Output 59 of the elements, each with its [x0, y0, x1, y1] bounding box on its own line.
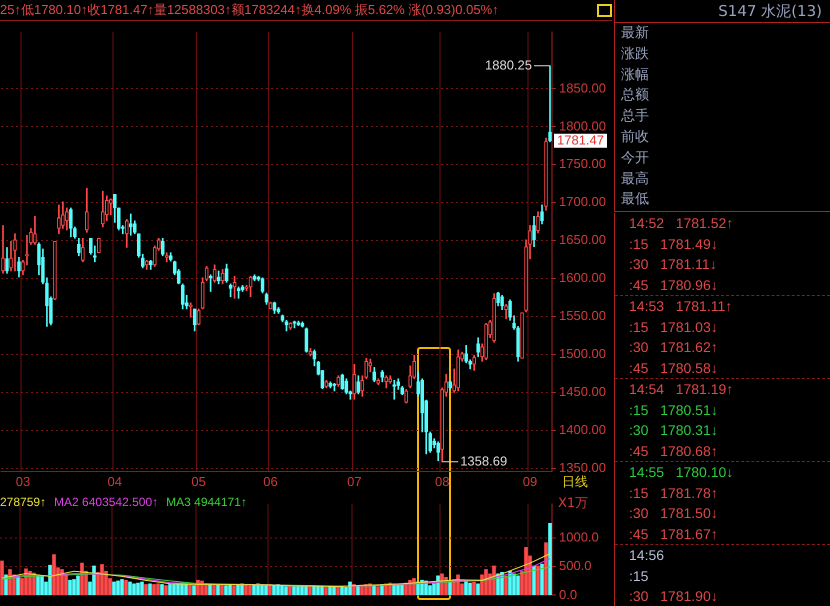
y-tick-label: 1350.00 [559, 460, 606, 475]
x-tick-label: 04 [108, 474, 122, 489]
text: 前收 [620, 128, 650, 147]
text: 14:56 [615, 544, 830, 566]
text: :15 1781.03↓ [628, 318, 719, 336]
y-tick-label: 1550.00 [559, 308, 606, 324]
text: MA3 4944171↑ [166, 495, 247, 509]
text: 1781.47 [557, 132, 604, 148]
x-tick-label: 07 [347, 474, 362, 489]
x-tick-label: 08 [434, 474, 450, 489]
text: MA2 6403542.500↑ [54, 495, 158, 509]
chart-title: 25↑低1780.10↑收1781.47↑量12588303↑额1783244↑换4.09% 振5.62% 涨(0.93)0.05%↑ [0, 0, 612, 21]
text: :45 1780.68↑ [628, 442, 719, 460]
x-tick-label: 09 [522, 474, 538, 489]
y-tick-label: 1400.00 [559, 422, 606, 437]
text: :15 [628, 566, 650, 586]
text: 278759↑ [0, 495, 46, 509]
text: 14:55 1780.10↓ [615, 461, 830, 482]
text: 总手 [620, 107, 650, 126]
text: 今开 [620, 148, 650, 168]
text: 最新 [620, 24, 650, 43]
text: :30 1781.90↓ [628, 587, 719, 606]
y-tick-label: 1750.00 [559, 156, 606, 172]
x-tick-label: 06 [263, 474, 278, 489]
annotation: 1358.69 [460, 453, 508, 468]
y-tick-label: 1850.00 [559, 80, 606, 96]
x-tick-label: 03 [16, 474, 30, 489]
text: 14:53 1781.11↑ [615, 295, 830, 316]
text: :15 1781.49↓ [628, 234, 719, 254]
y-tick-label: 0.0 [559, 586, 578, 602]
y-tick-label: 1450.00 [559, 384, 606, 400]
y-tick-label: 1650.00 [559, 232, 606, 248]
y-tick-label: 1600.00 [559, 270, 606, 286]
text: 涨幅 [620, 66, 650, 85]
text: 最高 [620, 170, 650, 189]
y-tick-label: 1500.00 [559, 346, 606, 362]
text: 14:54 1781.19↑ [615, 378, 830, 400]
y-tick-label: 1000.0 [559, 530, 599, 545]
y-tick-label: 1800.00 [559, 118, 606, 134]
y-axis-title: X1万 [558, 496, 588, 511]
text: :30 1781.50↓ [628, 504, 719, 523]
text: 涨跌 [620, 44, 650, 64]
text: :30 1781.11↓ [628, 255, 718, 274]
text: 14:52 1781.52↑ [628, 214, 734, 233]
text: :15 1781.78↑ [628, 484, 719, 502]
text: 日线 [562, 474, 588, 489]
text: :30 1780.31↓ [628, 421, 719, 440]
text: :30 1781.62↑ [628, 338, 719, 357]
y-tick-label: 1700.00 [559, 194, 606, 210]
y-tick-label: 500.0 [559, 558, 592, 574]
text: 最低 [620, 190, 650, 210]
text: :45 1780.58↓ [628, 358, 719, 378]
text: :45 1781.67↑ [628, 524, 719, 544]
text: :45 1780.96↓ [628, 276, 719, 294]
text: :15 1780.51↓ [628, 400, 719, 420]
x-tick-label: 05 [191, 474, 206, 489]
annotation: 1880.25 [485, 57, 532, 72]
text: 总额 [620, 86, 650, 106]
text: S147 水泥(13) [615, 0, 830, 23]
